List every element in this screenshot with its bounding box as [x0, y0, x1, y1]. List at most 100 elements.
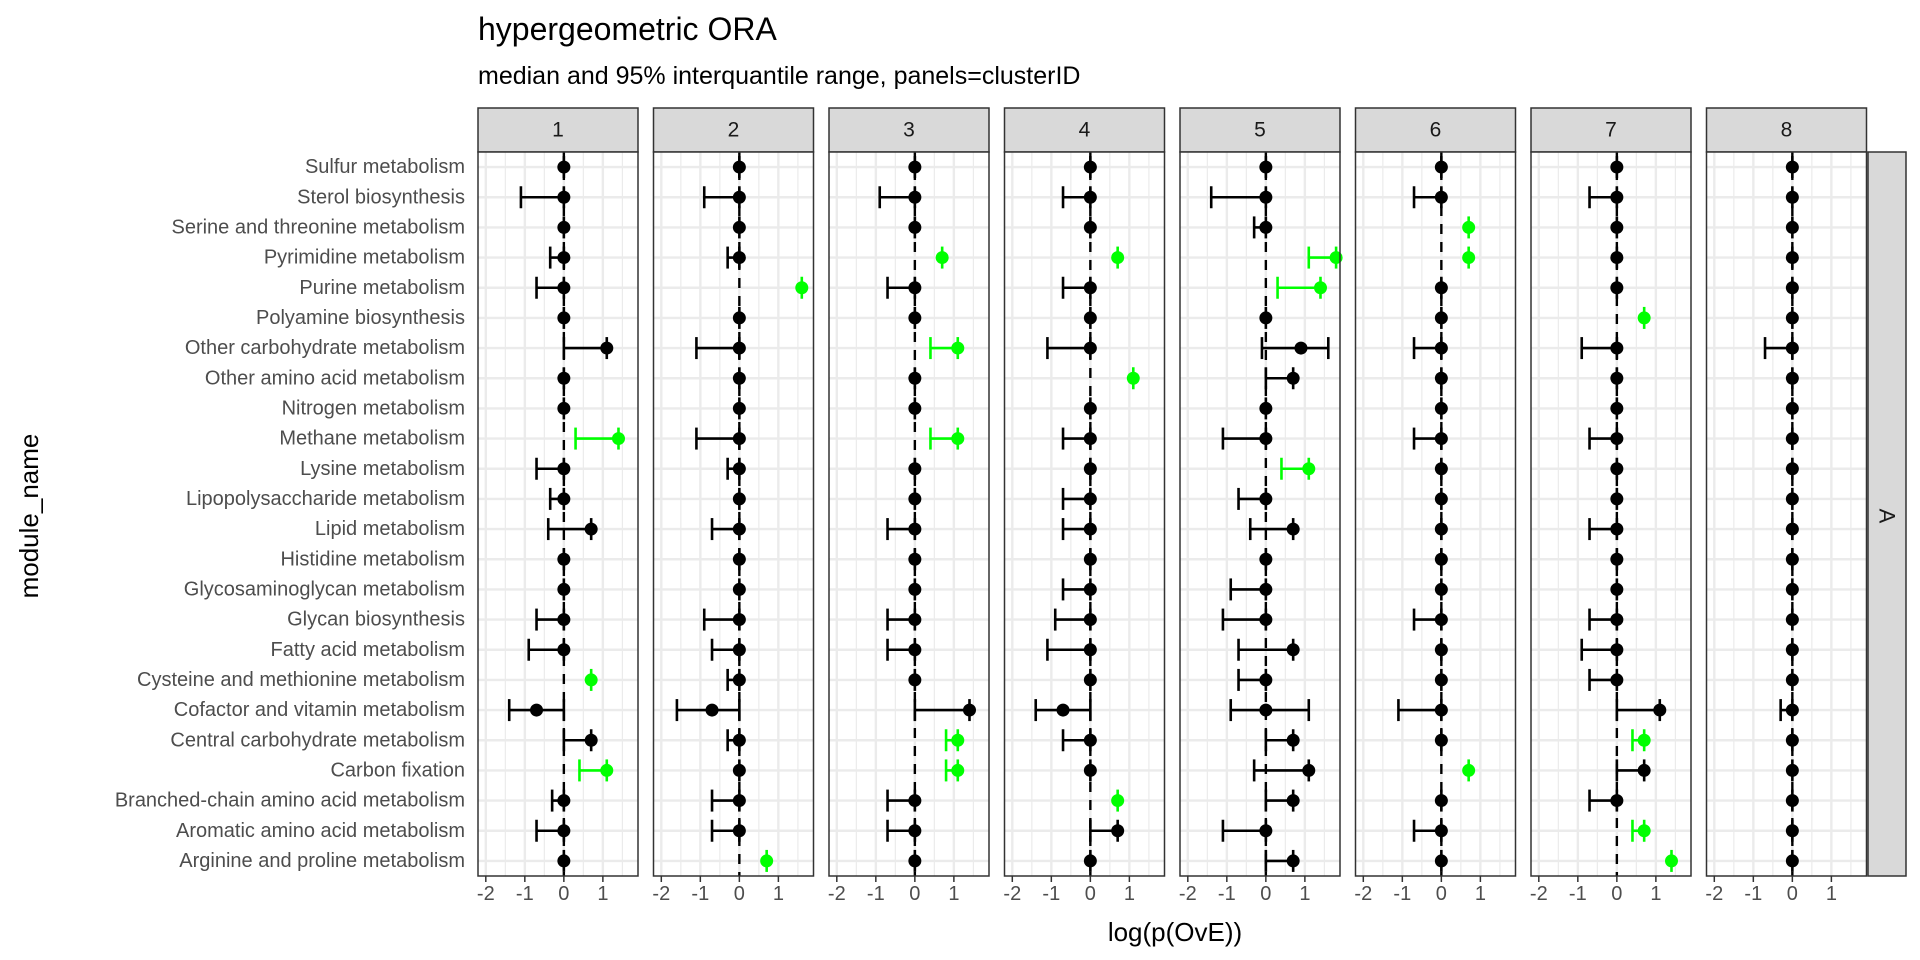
panel-background: [478, 152, 638, 876]
median-point: [1259, 190, 1273, 204]
median-point: [1434, 371, 1448, 385]
facet-strip-label: 1: [552, 119, 564, 142]
median-point: [732, 552, 746, 566]
x-tick-label: 1: [773, 883, 784, 905]
row-strip-label: A: [1875, 509, 1900, 524]
median-point: [557, 401, 571, 415]
median-point: [530, 703, 544, 717]
median-point: [1785, 311, 1799, 325]
y-tick-label: Methane metabolism: [279, 428, 465, 450]
y-tick-label: Histidine metabolism: [280, 548, 465, 570]
median-point: [1434, 703, 1448, 717]
median-point: [732, 401, 746, 415]
median-point: [908, 552, 922, 566]
median-point: [557, 462, 571, 476]
x-tick-label: 1: [1826, 883, 1837, 905]
median-point: [1462, 220, 1476, 234]
panel-border: [828, 151, 990, 877]
median-point: [732, 251, 746, 265]
median-point: [1785, 281, 1799, 295]
median-point: [1785, 190, 1799, 204]
median-point: [732, 341, 746, 355]
median-point: [935, 251, 949, 265]
median-point: [908, 160, 922, 174]
median-point: [1785, 341, 1799, 355]
y-tick-label: Nitrogen metabolism: [282, 397, 465, 419]
median-point: [1785, 763, 1799, 777]
median-point: [732, 613, 746, 627]
median-point: [1653, 703, 1667, 717]
median-point: [1434, 613, 1448, 627]
median-point: [1259, 432, 1273, 446]
y-tick-label: Lysine metabolism: [300, 458, 465, 480]
median-point: [732, 824, 746, 838]
median-point: [1083, 492, 1097, 506]
median-point: [1259, 401, 1273, 415]
facet-panels: 1 -2 -1 0 1 2 -2 -1 0 1 3 -2 -1 0 1 4 -2 -1 0 1 5 -2 -1 0 1 6 -2 -1…: [477, 107, 1868, 905]
y-tick-label: Fatty acid metabolism: [270, 639, 465, 661]
facet-panel-7: 7 -2 -1 0 1: [1530, 107, 1692, 905]
panel-border: [1354, 151, 1517, 877]
median-point: [908, 613, 922, 627]
y-tick-label: Carbon fixation: [330, 759, 465, 781]
facet-strip-label: 5: [1254, 119, 1266, 142]
median-point: [1610, 401, 1624, 415]
median-point: [1610, 341, 1624, 355]
median-point: [1785, 462, 1799, 476]
median-point: [908, 220, 922, 234]
median-point: [760, 854, 774, 868]
median-point: [1785, 251, 1799, 265]
median-point: [732, 522, 746, 536]
x-tick-label: -1: [1569, 883, 1587, 905]
median-point: [732, 492, 746, 506]
median-point: [732, 673, 746, 687]
facet-strip-label: 2: [728, 119, 740, 142]
median-point: [1083, 311, 1097, 325]
median-point: [1785, 492, 1799, 506]
median-point: [557, 582, 571, 596]
y-axis-label: module_name: [14, 434, 44, 599]
median-point: [732, 432, 746, 446]
median-point: [1610, 492, 1624, 506]
x-tick-label: 0: [1260, 883, 1271, 905]
median-point: [732, 733, 746, 747]
y-tick-label: Arginine and proline metabolism: [179, 850, 465, 872]
median-point: [1259, 311, 1273, 325]
median-point: [1083, 522, 1097, 536]
y-tick-label: Aromatic amino acid metabolism: [176, 820, 465, 842]
facet-strip-label: 6: [1430, 119, 1442, 142]
median-point: [1434, 281, 1448, 295]
median-point: [732, 371, 746, 385]
panel-border: [477, 151, 639, 877]
x-tick-label: -2: [652, 883, 670, 905]
panel-background: [653, 152, 814, 876]
median-point: [1785, 643, 1799, 657]
median-point: [908, 854, 922, 868]
median-point: [908, 673, 922, 687]
median-point: [1785, 673, 1799, 687]
median-point: [1056, 703, 1070, 717]
median-point: [557, 492, 571, 506]
x-tick-label: 0: [909, 883, 920, 905]
median-point: [962, 703, 976, 717]
panel-border: [1179, 151, 1341, 877]
median-point: [1083, 220, 1097, 234]
y-tick-label: Polyamine biosynthesis: [256, 307, 465, 329]
median-point: [1610, 160, 1624, 174]
x-tick-label: -2: [1530, 883, 1548, 905]
median-point: [1434, 432, 1448, 446]
median-point: [600, 763, 614, 777]
median-point: [557, 160, 571, 174]
median-point: [1083, 160, 1097, 174]
facet-strip: [477, 107, 639, 153]
median-point: [1286, 733, 1300, 747]
median-point: [1259, 492, 1273, 506]
x-tick-label: -2: [1354, 883, 1372, 905]
median-point: [1434, 733, 1448, 747]
median-point: [557, 311, 571, 325]
median-point: [1259, 673, 1273, 687]
median-point: [1610, 794, 1624, 808]
facet-panel-2: 2 -2 -1 0 1: [652, 107, 815, 905]
median-point: [1083, 854, 1097, 868]
